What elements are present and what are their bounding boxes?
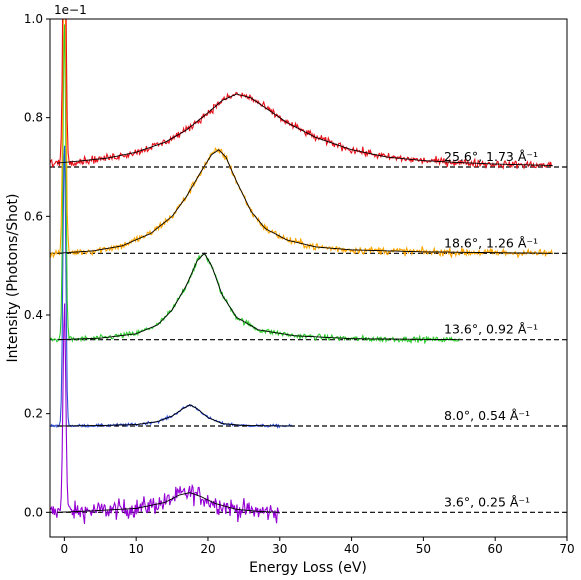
x-tick-label-20: 20 bbox=[200, 542, 215, 556]
series-annotation-0: 3.6°, 0.25 Å⁻¹ bbox=[444, 494, 530, 509]
x-tick-label-70: 70 bbox=[559, 542, 574, 556]
series-annotation-3: 18.6°, 1.26 Å⁻¹ bbox=[444, 235, 538, 250]
series-group bbox=[50, 19, 567, 524]
series-annotation-4: 25.6°, 1.73 Å⁻¹ bbox=[444, 149, 538, 164]
y-axis-title: Intensity (Photons/Shot) bbox=[5, 194, 21, 363]
y-tick-label-1: 1.0 bbox=[24, 12, 43, 26]
y-tick-label-0: 0.0 bbox=[24, 505, 43, 519]
axis-ticks: 0 10 20 30 40 50 60 70 0.0 0.2 0.4 0.6 0.8 1.0 bbox=[24, 12, 575, 556]
x-tick-label-10: 10 bbox=[129, 542, 144, 556]
fit-curve-1 bbox=[57, 404, 295, 427]
x-tick-label-30: 30 bbox=[272, 542, 287, 556]
fit-curve-3 bbox=[57, 149, 553, 254]
x-tick-label-60: 60 bbox=[488, 542, 503, 556]
series-annotation-2: 13.6°, 0.92 Å⁻¹ bbox=[444, 322, 538, 337]
series-annotation-1: 8.0°, 0.54 Å⁻¹ bbox=[444, 408, 530, 423]
y-tick-label-0.6: 0.6 bbox=[24, 209, 43, 223]
series-line-1 bbox=[50, 145, 294, 429]
series-line-0 bbox=[50, 303, 280, 524]
fit-curve-0 bbox=[57, 492, 280, 513]
x-tick-label-0: 0 bbox=[61, 542, 69, 556]
x-tick-label-40: 40 bbox=[344, 542, 359, 556]
series-line-3 bbox=[50, 19, 553, 259]
plot-frame bbox=[49, 18, 568, 538]
series-annotations: 3.6°, 0.25 Å⁻¹ 8.0°, 0.54 Å⁻¹ 13.6°, 0.92 … bbox=[444, 149, 538, 509]
y-tick-label-0.8: 0.8 bbox=[24, 111, 43, 125]
fit-curve-4 bbox=[57, 93, 553, 166]
y-scale-label: 1e−1 bbox=[54, 3, 87, 17]
fit-curve-2 bbox=[57, 252, 460, 341]
y-tick-label-0.2: 0.2 bbox=[24, 407, 43, 421]
x-tick-label-50: 50 bbox=[416, 542, 431, 556]
y-tick-label-0.4: 0.4 bbox=[24, 308, 43, 322]
plot-area bbox=[50, 19, 567, 524]
x-axis-title: Energy Loss (eV) bbox=[249, 560, 367, 576]
